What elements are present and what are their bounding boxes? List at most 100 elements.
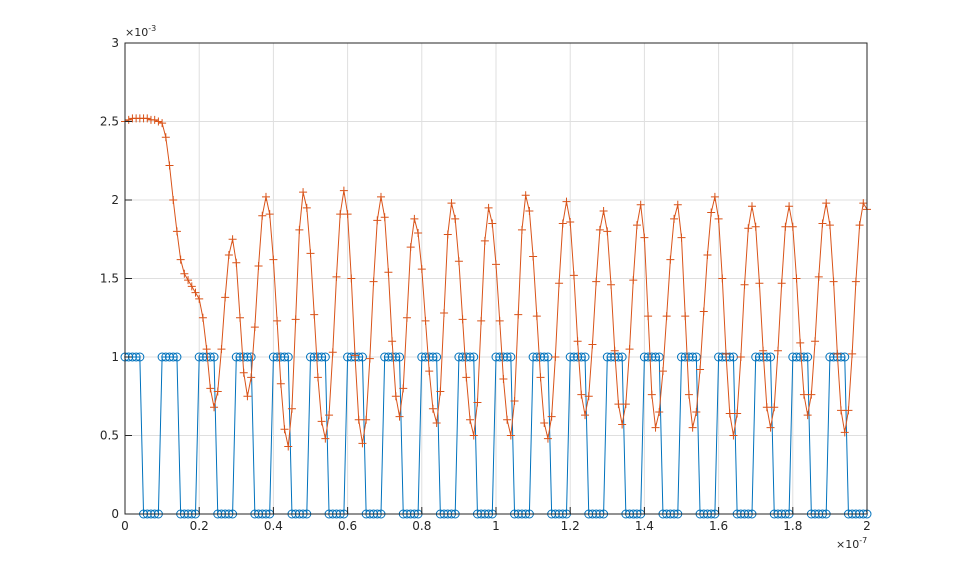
point-marker [284,442,293,451]
point-marker [295,225,304,234]
point-marker [803,352,813,362]
point-marker [410,214,419,223]
point-marker [833,349,842,358]
point-marker [447,199,456,208]
point-marker [462,373,471,382]
point-marker [343,210,352,219]
point-marker [540,418,549,427]
point-marker [814,272,823,281]
x-tick-label: 1.4 [635,519,654,533]
y-tick-label: 0.5 [100,429,119,443]
point-marker [792,274,801,283]
point-marker [602,352,612,362]
point-marker [369,277,378,286]
point-marker [603,227,612,236]
point-marker [539,352,549,362]
point-marker [336,210,345,219]
point-marker [599,206,608,215]
point-marker [696,365,705,374]
point-marker [840,428,849,437]
point-marker [184,276,193,285]
point-marker [725,409,734,418]
point-marker [365,354,374,363]
point-marker [543,434,552,443]
point-marker [822,199,831,208]
point-marker [362,415,371,424]
point-marker [477,316,486,325]
point-marker [825,352,835,362]
point-marker [280,352,290,362]
point-marker [272,352,282,362]
point-marker [777,279,786,288]
point-marker [306,352,315,362]
point-marker [347,274,356,283]
x-tick-label: 0.2 [190,519,209,533]
y-exponent: ×10-3 [125,24,156,39]
point-marker [187,282,196,291]
point-marker [803,411,812,420]
point-marker [454,257,463,266]
point-marker [417,352,427,362]
point-marker [198,313,207,322]
point-marker [291,315,300,324]
point-marker [662,312,671,321]
point-marker [498,352,508,362]
point-marker [254,261,263,270]
point-marker [354,415,363,424]
point-marker [428,352,438,362]
point-marker [770,403,779,412]
point-marker [799,352,809,362]
point-marker [172,352,182,362]
x-exponent-power: -7 [859,536,867,545]
point-marker [466,415,475,424]
point-marker [276,352,286,362]
point-marker [502,352,512,362]
point-marker [299,188,308,197]
point-marker [510,396,519,405]
y-tick-label: 2 [111,193,119,207]
point-marker [221,293,230,302]
point-marker [321,434,330,443]
point-marker [547,412,556,421]
x-tick-label: 1.8 [783,519,802,533]
point-marker [759,346,768,355]
point-marker [458,352,468,362]
point-marker [684,390,693,399]
point-marker [432,418,441,427]
point-marker [258,211,267,220]
point-marker [325,411,334,420]
point-marker [395,352,405,362]
point-marker [718,274,727,283]
point-marker [383,352,393,362]
point-marker [751,352,761,362]
point-marker [454,352,464,362]
point-marker [191,288,200,297]
point-marker [532,352,542,362]
point-marker [421,316,430,325]
point-marker [555,279,564,288]
point-marker [165,352,175,362]
point-marker [762,403,771,412]
point-marker [169,196,178,204]
point-marker [829,277,838,286]
point-marker [313,373,322,382]
point-marker [313,352,323,362]
point-marker [343,352,353,362]
point-marker [625,345,634,354]
x-tick-label: 1.6 [709,519,728,533]
point-marker [532,312,541,321]
point-marker [681,312,690,321]
point-marker [180,269,189,278]
point-marker [818,219,827,228]
point-marker [528,352,538,362]
point-marker [677,352,686,362]
point-marker [317,417,326,426]
point-marker [607,280,616,289]
y-tick-label: 3 [111,36,119,50]
point-marker [280,425,289,434]
point-marker [339,186,348,195]
point-marker [210,403,219,412]
point-marker [565,352,575,362]
point-marker [766,423,775,432]
